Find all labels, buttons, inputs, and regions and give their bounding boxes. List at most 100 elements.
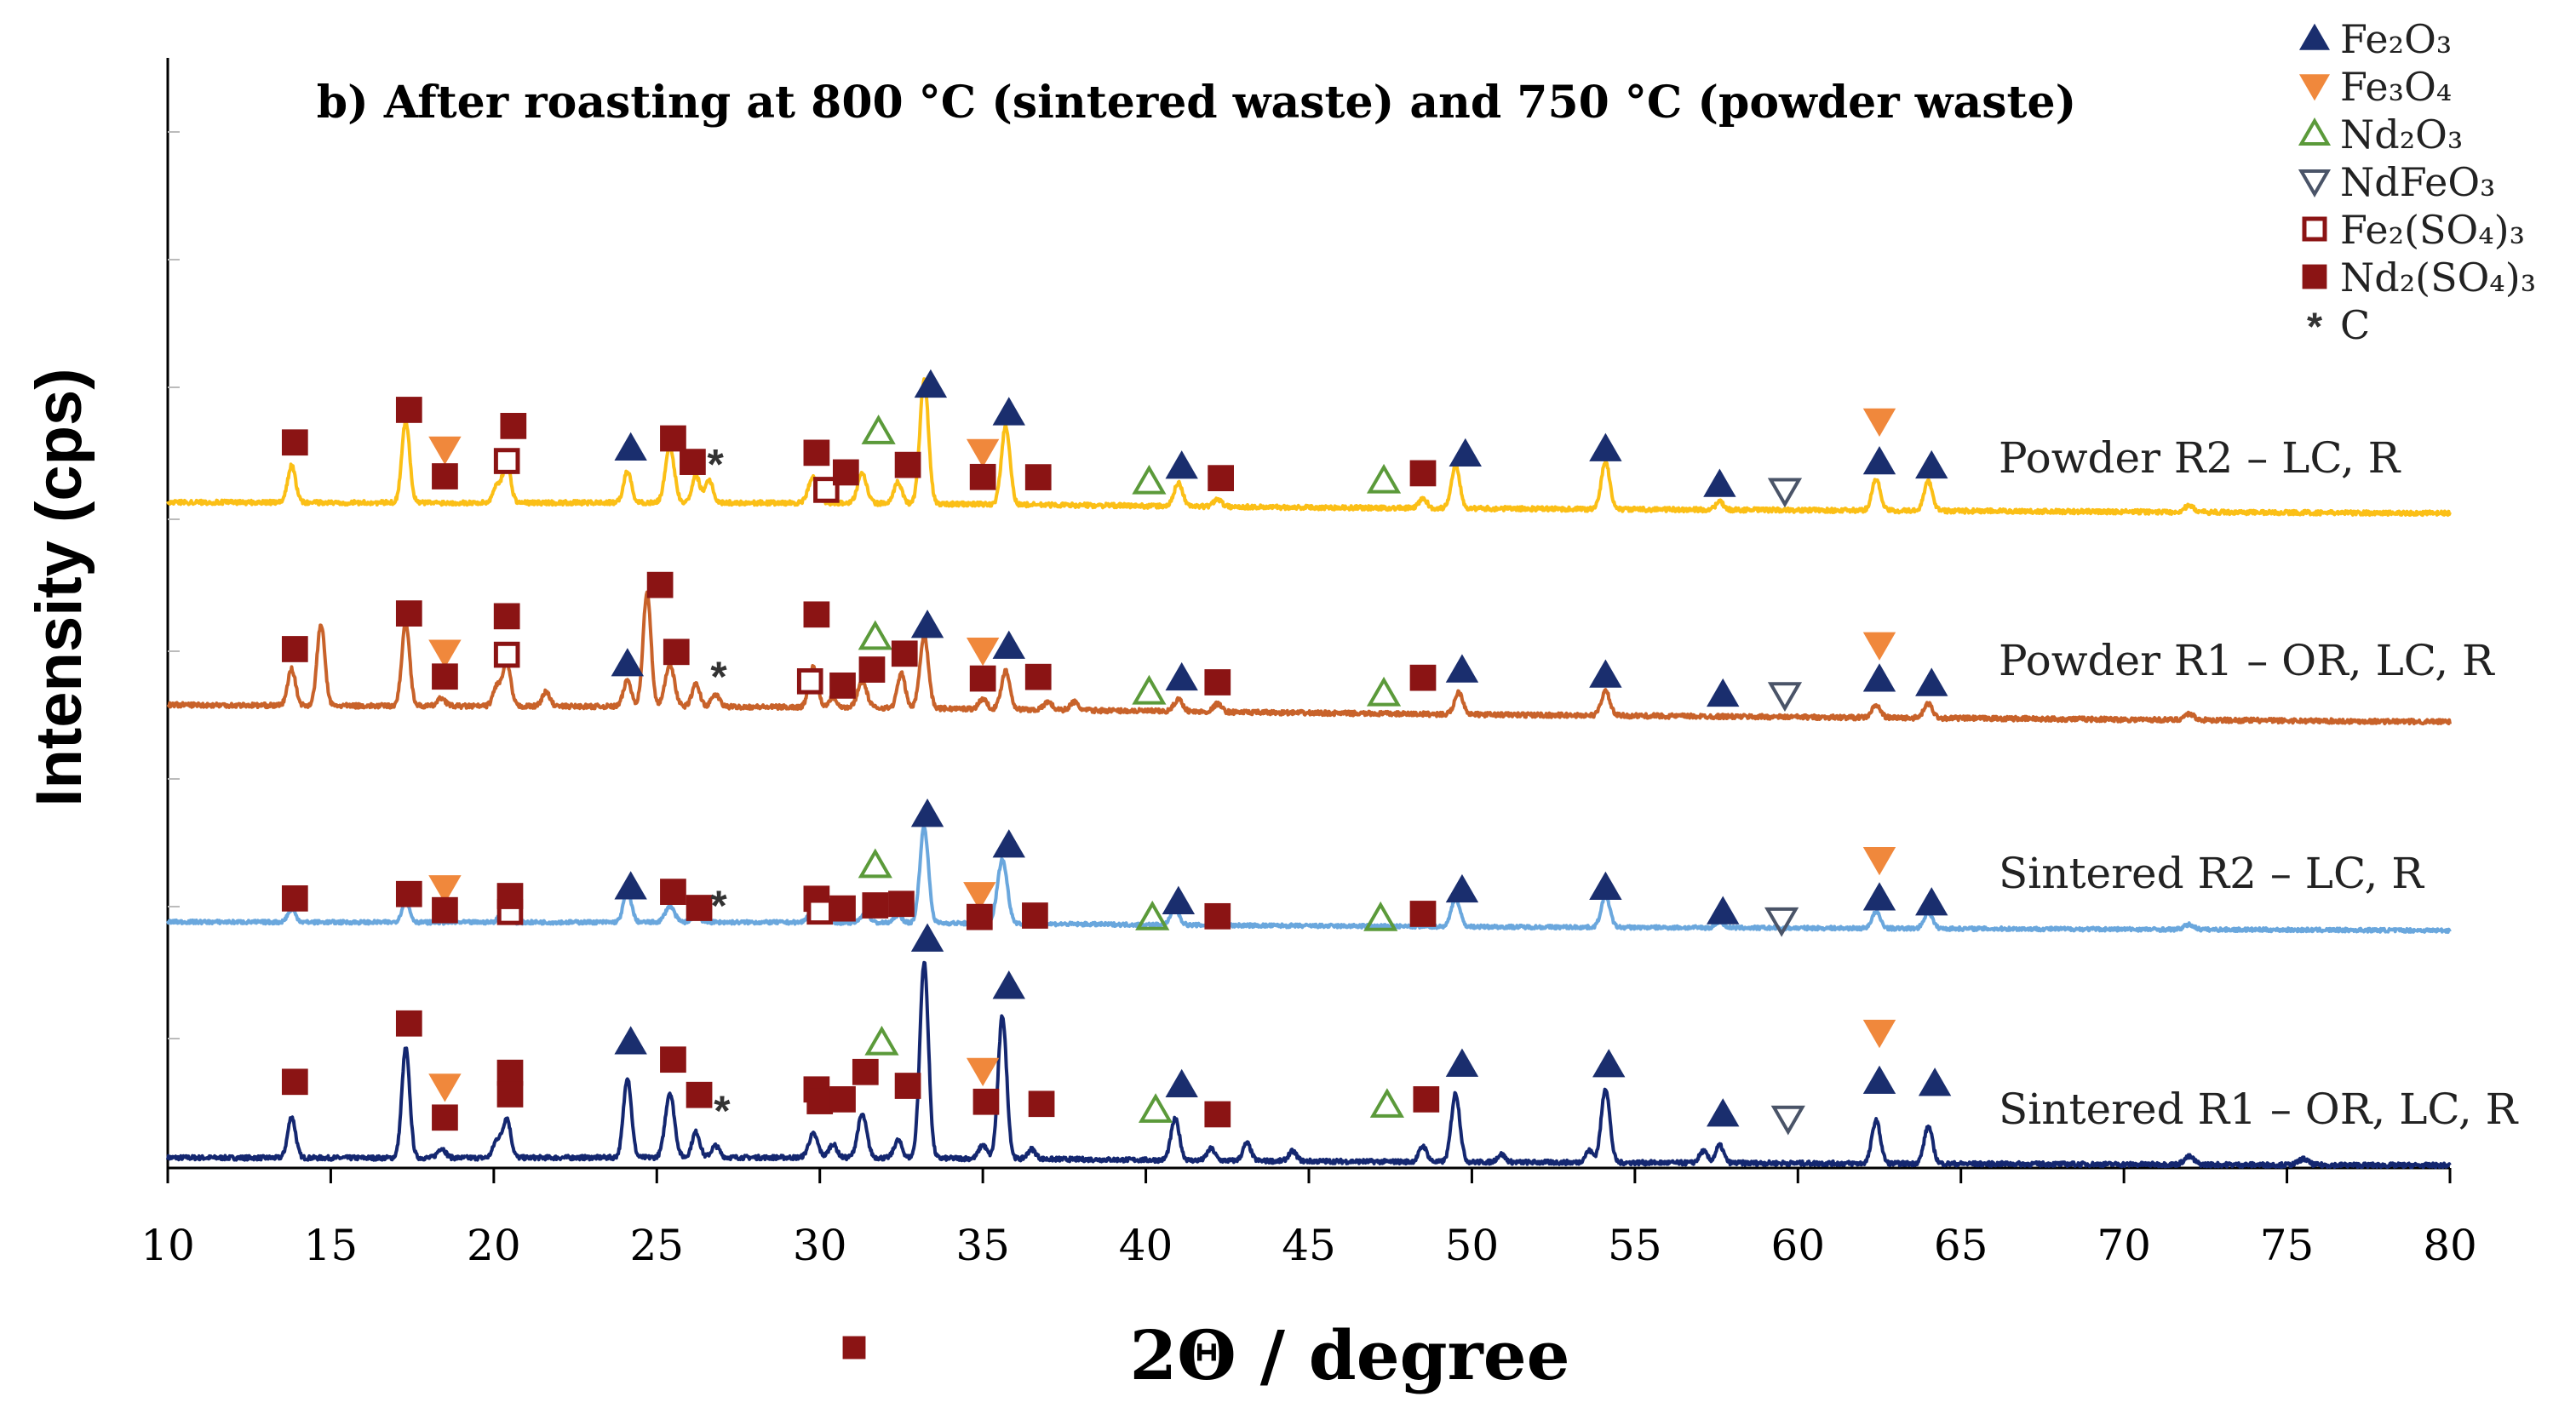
marker-fe2o3 [910,923,944,952]
x-tick-label: 80 [2423,1221,2477,1270]
marker-fe2o3 [1862,1065,1896,1094]
marker-nd2so43 [829,895,856,922]
marker-nd2so43 [966,903,993,930]
x-tick-label: 65 [1934,1221,1988,1270]
legend-label: C [2340,302,2370,348]
marker-nd2so43 [969,665,996,692]
marker-fe2o3 [614,871,647,900]
marker-nd2so43 [1204,1101,1231,1128]
marker-fe2o3 [992,397,1025,426]
marker-c: * [714,1087,731,1135]
legend-label: Fe₂(SO₄)₃ [2340,207,2525,253]
marker-fe2o3 [992,970,1025,999]
marker-nd2o3 [1132,674,1167,705]
marker-nd2so43 [395,880,422,907]
marker-nd2o3 [1366,676,1402,707]
marker-nd2o3 [864,1025,899,1056]
marker-fe3o4 [1862,1019,1896,1049]
marker-fe3o4 [428,875,462,904]
marker-c: * [2307,305,2323,349]
marker-nd2so43 [842,1336,866,1360]
marker-nd2so43 [432,463,458,489]
marker-nd2so43 [2302,264,2327,289]
marker-nd2so43 [493,603,520,630]
marker-nd2so43 [432,663,458,690]
marker-fe2o3 [1862,445,1896,475]
marker-nd2so43 [432,1104,458,1131]
legend-label: NdFeO₃ [2340,159,2495,205]
series-label: Sintered R2 – LC, R [1999,849,2424,898]
marker-fe3o4 [428,436,462,466]
marker-fe2o3 [614,432,647,461]
marker-fe2o3 [1707,1098,1740,1127]
marker-fe2so43 [493,641,520,668]
phase-markers: * * * * [281,369,1952,1360]
marker-nd2so43 [660,425,686,452]
marker-nd2so43 [891,640,918,667]
marker-fe2o3 [910,799,944,827]
marker-fe2o3 [1445,1048,1479,1077]
marker-nd2so43 [858,656,886,683]
x-tick-label: 10 [141,1221,195,1270]
marker-nd2so43 [969,463,996,490]
marker-nd2so43 [894,1073,921,1099]
marker-fe3o4 [966,1057,1000,1086]
marker-ndfeo3 [1764,907,1799,937]
marker-nd2so43 [281,884,308,912]
marker-fe2o3 [992,829,1025,858]
marker-ndfeo3 [1770,1105,1805,1136]
x-axis-label: 2Θ / degree [1130,1315,1570,1395]
legend-label: Fe₂O₃ [2340,16,2452,62]
marker-nd2so43 [686,895,713,921]
marker-nd2o3 [1363,901,1398,931]
series-label: Powder R2 – LC, R [1999,433,2401,483]
marker-nd2so43 [852,1058,879,1085]
marker-nd2so43 [646,571,674,598]
marker-nd2o3 [1135,900,1170,930]
marker-nd2so43 [1409,901,1437,927]
marker-nd2so43 [1204,669,1231,696]
marker-fe3o4 [1862,408,1896,437]
marker-nd2o3 [858,848,892,879]
marker-ndfeo3 [2298,169,2332,198]
marker-nd2so43 [281,636,308,662]
marker-nd2so43 [663,638,690,666]
marker-fe3o4 [963,882,996,911]
marker-nd2so43 [281,1068,308,1096]
marker-nd2so43 [432,896,458,924]
marker-fe2o3 [1862,663,1896,692]
marker-c: * [710,653,727,701]
marker-fe3o4 [428,1073,462,1102]
marker-fe2o3 [1918,1068,1952,1096]
marker-fe2o3 [1707,896,1740,925]
marker-fe2o3 [1589,432,1622,461]
marker-nd2so43 [1409,664,1437,691]
marker-fe2o3 [910,610,944,638]
marker-ndfeo3 [1767,682,1803,712]
legend-label: Nd₂(SO₄)₃ [2340,255,2536,301]
x-tick-label: 20 [467,1221,521,1270]
marker-c: * [708,441,725,489]
marker-nd2so43 [829,672,856,699]
series-label: Sintered R1 – OR, LC, R [1999,1085,2519,1134]
marker-nd2so43 [1022,902,1048,929]
marker-nd2so43 [496,1081,524,1108]
legend-label: Fe₃O₄ [2340,64,2452,110]
marker-fe2o3 [1862,882,1896,911]
marker-fe3o4 [966,638,1000,667]
x-tick-label: 45 [1282,1221,1336,1270]
marker-fe2o3 [914,369,948,398]
x-tick-label: 50 [1445,1221,1500,1270]
series-label: Powder R1 – OR, LC, R [1999,636,2495,685]
marker-nd2so43 [803,601,830,628]
x-tick-label: 15 [304,1221,359,1270]
x-tick-label: 55 [1608,1221,1662,1270]
series-labels: Sintered R1 – OR, LC, R Sintered R2 – LC,… [1999,433,2519,1134]
marker-fe2o3 [1165,1068,1198,1098]
x-tick-label: 40 [1119,1221,1173,1270]
marker-fe2so43 [493,448,520,474]
marker-nd2so43 [829,1086,856,1113]
marker-nd2so43 [496,883,524,909]
marker-nd2so43 [972,1088,1000,1115]
